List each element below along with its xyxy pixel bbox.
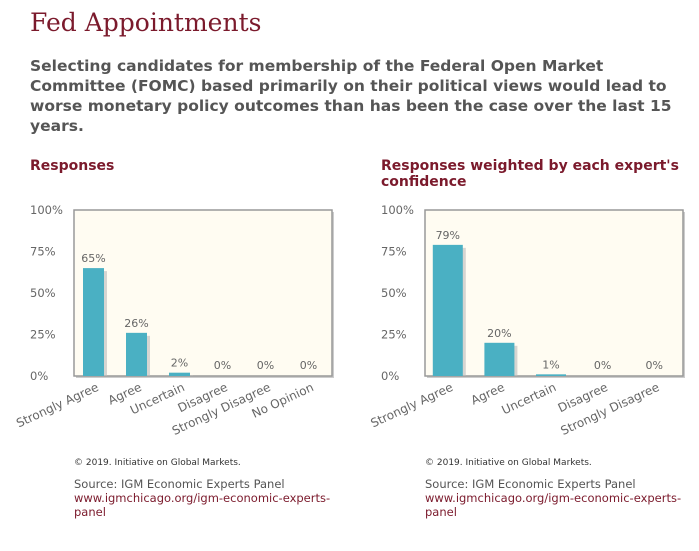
y-tick-label: 100%: [30, 203, 63, 217]
weighted-chart-title: Responses weighted by each expert's conf…: [381, 158, 679, 190]
y-tick-label: 25%: [30, 328, 56, 342]
y-tick-label: 25%: [381, 328, 407, 342]
data-label: 0%: [257, 359, 274, 372]
source-link[interactable]: www.igmchicago.org/igm-economic-experts-…: [74, 491, 331, 519]
bar-agree: [126, 332, 147, 376]
data-label: 0%: [214, 359, 231, 372]
y-tick-label: 0%: [381, 369, 399, 383]
survey-question: Selecting candidates for membership of t…: [30, 57, 672, 135]
x-tick-label: Strongly Agree: [368, 380, 455, 430]
bar-uncertain: [169, 372, 190, 376]
data-label: 0%: [594, 359, 611, 372]
x-tick-label: Strongly Agree: [14, 380, 101, 430]
copyright-left: © 2019. Initiative on Global Markets.: [74, 458, 241, 468]
source-left: Source: IGM Economic Experts Panel www.i…: [74, 477, 344, 519]
weighted-responses-chart: 0%25%50%75%100%79%Strongly Agree20%Agree…: [368, 203, 685, 438]
y-tick-label: 75%: [381, 245, 407, 259]
y-tick-label: 75%: [30, 245, 56, 259]
responses-chart-title: Responses: [30, 158, 115, 174]
source-text: Source: IGM Economic Experts Panel: [74, 477, 285, 491]
page-title: Fed Appointments: [30, 8, 262, 37]
copyright-right: © 2019. Initiative on Global Markets.: [425, 458, 592, 468]
bar-strongly-agree: [432, 244, 463, 376]
y-tick-label: 50%: [381, 286, 407, 300]
source-link[interactable]: www.igmchicago.org/igm-economic-experts-…: [425, 491, 682, 519]
data-label: 20%: [487, 327, 511, 340]
data-label: 1%: [542, 358, 559, 371]
plot-area: [73, 209, 333, 377]
source-right: Source: IGM Economic Experts Panel www.i…: [425, 477, 695, 519]
bar-agree: [484, 342, 515, 376]
data-label: 0%: [300, 359, 317, 372]
bar-uncertain: [536, 374, 566, 376]
data-label: 79%: [436, 229, 460, 242]
data-label: 2%: [171, 357, 188, 370]
y-tick-label: 50%: [30, 286, 56, 300]
y-tick-label: 100%: [381, 203, 414, 217]
bar-strongly-agree: [83, 268, 104, 376]
source-text: Source: IGM Economic Experts Panel: [425, 477, 636, 491]
responses-chart: 0%25%50%75%100%65%Strongly Agree26%Agree…: [14, 203, 334, 438]
data-label: 26%: [124, 317, 148, 330]
y-tick-label: 0%: [30, 369, 48, 383]
x-tick-label: Uncertain: [500, 380, 559, 417]
data-label: 0%: [645, 359, 662, 372]
data-label: 65%: [81, 252, 105, 265]
